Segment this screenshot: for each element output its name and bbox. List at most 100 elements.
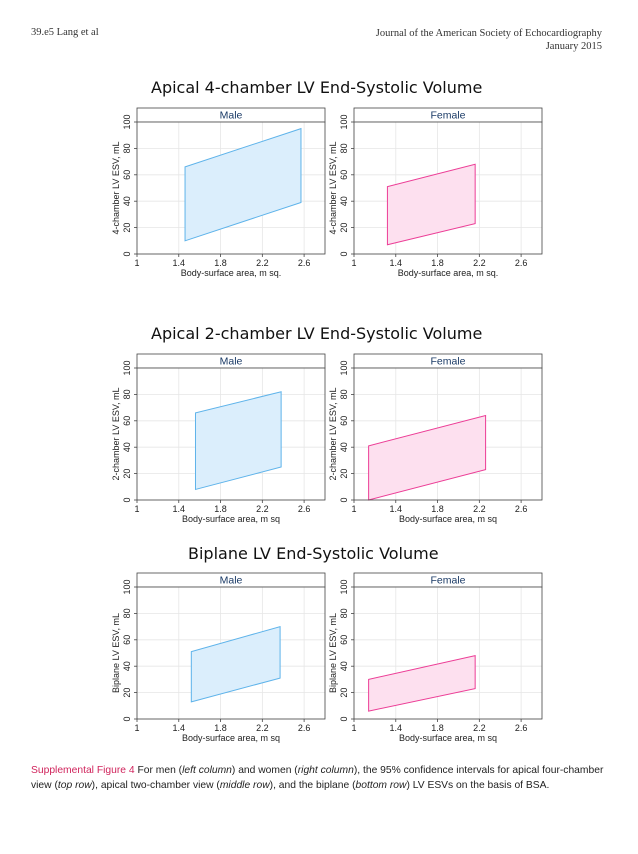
x-tick-label: 2.6 bbox=[515, 258, 528, 268]
y-tick-label: 60 bbox=[339, 635, 349, 645]
x-tick-label: 1.8 bbox=[214, 723, 227, 733]
y-tick-label: 80 bbox=[122, 389, 132, 399]
plot-frame bbox=[136, 367, 326, 501]
x-tick-label: 2.2 bbox=[473, 258, 486, 268]
y-tick-label: 40 bbox=[339, 196, 349, 206]
y-tick-label: 100 bbox=[339, 579, 349, 594]
confidence-band bbox=[386, 163, 476, 246]
y-tick-label: 80 bbox=[122, 608, 132, 618]
panel-title: Female bbox=[430, 110, 465, 122]
plot-frame bbox=[353, 586, 543, 720]
x-tick-label: 1.4 bbox=[390, 258, 403, 268]
x-tick-label: 1 bbox=[134, 723, 139, 733]
y-tick-label: 60 bbox=[122, 416, 132, 426]
y-tick-label: 20 bbox=[122, 469, 132, 479]
x-tick-label: 1.4 bbox=[173, 723, 186, 733]
x-tick-label: 2.6 bbox=[298, 504, 311, 514]
plot-frame bbox=[353, 367, 543, 501]
x-tick-label: 1.4 bbox=[173, 504, 186, 514]
caption-label: Supplemental Figure 4 bbox=[31, 765, 135, 776]
confidence-band bbox=[184, 127, 302, 242]
confidence-band bbox=[194, 391, 282, 491]
running-header-left: 39.e5 Lang et al bbox=[31, 27, 99, 38]
y-tick-label: 20 bbox=[339, 469, 349, 479]
y-axis-label: Biplane LV ESV, mL bbox=[328, 613, 338, 693]
x-tick-label: 2.6 bbox=[515, 723, 528, 733]
x-tick-label: 1 bbox=[351, 504, 356, 514]
y-tick-label: 20 bbox=[122, 223, 132, 233]
x-tick-label: 1.8 bbox=[431, 258, 444, 268]
plot-frame bbox=[353, 121, 543, 255]
x-tick-label: 1 bbox=[351, 258, 356, 268]
x-tick-label: 2.2 bbox=[256, 723, 269, 733]
x-tick-label: 2.2 bbox=[473, 723, 486, 733]
caption-text: ), the 95% confidence intervals for apic… bbox=[31, 765, 604, 791]
y-tick-label: 60 bbox=[339, 170, 349, 180]
panel-title: Male bbox=[220, 356, 243, 368]
caption-italic: middle row bbox=[219, 780, 270, 791]
y-tick-label: 0 bbox=[339, 251, 349, 256]
caption-italic: top row bbox=[57, 780, 92, 791]
y-axis-label: 4-chamber LV ESV, mL bbox=[328, 141, 338, 234]
y-axis-label: 4-chamber LV ESV, mL bbox=[111, 141, 121, 234]
y-tick-label: 40 bbox=[122, 661, 132, 671]
chart-panel: Male 1 1.4 1.8 2.2 2.6 0 20 40 60 80 100 Body-surfac… bbox=[111, 107, 326, 278]
caption-italic: left column bbox=[182, 765, 232, 776]
issue-date: January 2015 bbox=[545, 41, 602, 52]
panel-title: Female bbox=[430, 356, 465, 368]
panel-title: Male bbox=[220, 110, 243, 122]
y-tick-label: 60 bbox=[122, 635, 132, 645]
caption-italic: bottom row bbox=[355, 780, 407, 791]
x-tick-label: 1 bbox=[134, 258, 139, 268]
x-axis-label: Body-surface area, m sq bbox=[182, 733, 280, 743]
y-tick-label: 80 bbox=[339, 608, 349, 618]
y-tick-label: 20 bbox=[122, 688, 132, 698]
y-tick-label: 60 bbox=[122, 170, 132, 180]
section-title-biplane: Biplane LV End-Systolic Volume bbox=[188, 544, 439, 563]
y-tick-label: 80 bbox=[339, 143, 349, 153]
journal-name: Journal of the American Society of Echoc… bbox=[375, 28, 602, 39]
y-tick-label: 40 bbox=[339, 442, 349, 452]
y-tick-label: 40 bbox=[122, 196, 132, 206]
x-axis-label: Body-surface area, m sq. bbox=[181, 268, 282, 278]
x-tick-label: 1.8 bbox=[431, 504, 444, 514]
x-tick-label: 1.8 bbox=[214, 504, 227, 514]
caption-text: For men ( bbox=[134, 765, 183, 776]
y-tick-label: 20 bbox=[339, 223, 349, 233]
y-tick-label: 0 bbox=[339, 716, 349, 721]
y-tick-label: 20 bbox=[339, 688, 349, 698]
caption-text: ), and the biplane ( bbox=[269, 780, 356, 791]
x-tick-label: 1.8 bbox=[431, 723, 444, 733]
caption-text: ) and women ( bbox=[231, 765, 298, 776]
y-tick-label: 100 bbox=[339, 114, 349, 129]
x-axis-label: Body-surface area, m sq bbox=[399, 514, 497, 524]
x-axis-label: Body-surface area, m sq. bbox=[398, 268, 499, 278]
y-tick-label: 60 bbox=[339, 416, 349, 426]
confidence-band bbox=[368, 414, 487, 501]
plot-frame bbox=[136, 586, 326, 720]
x-tick-label: 2.6 bbox=[515, 504, 528, 514]
caption-text: ) LV ESVs on the basis of BSA. bbox=[406, 780, 550, 791]
x-tick-label: 2.6 bbox=[298, 258, 311, 268]
x-tick-label: 1.8 bbox=[214, 258, 227, 268]
caption-italic: right column bbox=[297, 765, 354, 776]
y-tick-label: 100 bbox=[122, 360, 132, 375]
x-axis-label: Body-surface area, m sq bbox=[182, 514, 280, 524]
panel-title: Male bbox=[220, 575, 243, 587]
x-tick-label: 2.2 bbox=[473, 504, 486, 514]
y-tick-label: 40 bbox=[339, 661, 349, 671]
y-axis-label: Biplane LV ESV, mL bbox=[111, 613, 121, 693]
confidence-band bbox=[368, 655, 476, 712]
y-tick-label: 0 bbox=[122, 497, 132, 502]
x-tick-label: 1 bbox=[351, 723, 356, 733]
y-tick-label: 100 bbox=[122, 114, 132, 129]
section-title-2ch: Apical 2-chamber LV End-Systolic Volume bbox=[151, 324, 483, 343]
chart-panel: Female 1 1.4 1.8 2.2 2.6 0 20 40 60 80 100 Body-surf… bbox=[328, 107, 543, 278]
running-header-right: Journal of the American Society of Echoc… bbox=[376, 27, 602, 53]
chart-panel: Female 1 1.4 1.8 2.2 2.6 0 20 40 60 80 100 Body-surf… bbox=[328, 353, 543, 524]
y-axis-label: 2-chamber LV ESV, mL bbox=[328, 387, 338, 480]
x-tick-label: 1 bbox=[134, 504, 139, 514]
y-tick-label: 80 bbox=[339, 389, 349, 399]
plot-frame bbox=[136, 121, 326, 255]
x-tick-label: 1.4 bbox=[390, 723, 403, 733]
